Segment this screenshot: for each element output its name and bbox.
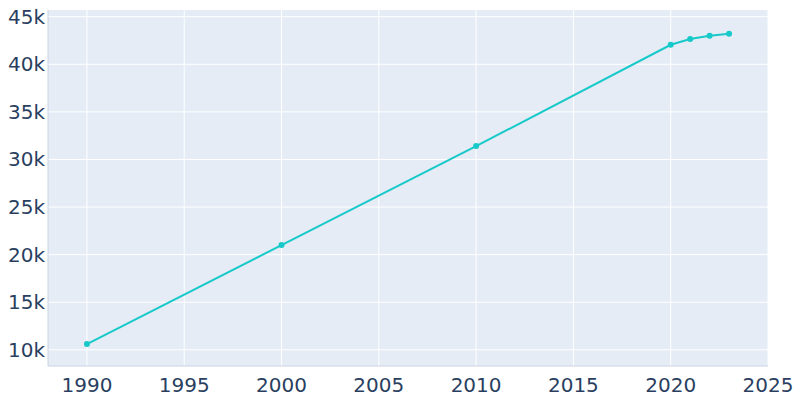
data-point <box>707 33 713 39</box>
y-tick-label: 35k <box>8 100 45 124</box>
x-grid-line <box>768 10 769 366</box>
x-grid-line <box>670 10 671 366</box>
y-grid-line <box>48 207 768 208</box>
data-point <box>687 36 693 42</box>
x-tick-label: 2015 <box>548 373 599 397</box>
x-tick-label: 2000 <box>256 373 307 397</box>
x-tick-label: 2010 <box>451 373 502 397</box>
y-grid-line <box>48 111 768 112</box>
data-point <box>84 341 90 347</box>
y-grid-line <box>48 64 768 65</box>
x-grid-line <box>86 10 87 366</box>
x-grid-line <box>573 10 574 366</box>
y-grid-line <box>48 254 768 255</box>
y-grid-line <box>48 16 768 17</box>
y-grid-line <box>48 302 768 303</box>
y-grid-line <box>48 349 768 350</box>
x-tick-label: 1990 <box>61 373 112 397</box>
x-grid-line <box>281 10 282 366</box>
y-tick-label: 20k <box>8 243 45 267</box>
plot-background <box>48 10 768 366</box>
data-point <box>279 242 285 248</box>
y-tick-label: 15k <box>8 290 45 314</box>
x-tick-label: 2005 <box>353 373 404 397</box>
x-axis-line <box>48 366 768 367</box>
y-grid-line <box>48 159 768 160</box>
y-tick-label: 25k <box>8 195 45 219</box>
series-group <box>84 31 732 347</box>
x-tick-label: 2020 <box>645 373 696 397</box>
y-axis-line <box>48 10 49 366</box>
x-grid-line <box>476 10 477 366</box>
y-tick-label: 45k <box>8 5 45 29</box>
data-point <box>473 143 479 149</box>
x-grid-line <box>378 10 379 366</box>
series-line <box>87 34 729 344</box>
data-point <box>726 31 732 37</box>
x-grid-line <box>184 10 185 366</box>
x-tick-label: 1995 <box>159 373 210 397</box>
x-tick-label: 2025 <box>743 373 794 397</box>
chart-container: 1990 1995 2000 2005 2010 2015 2020 2025 10k 15k 20… <box>0 0 800 400</box>
y-tick-label: 40k <box>8 52 45 76</box>
chart-svg: 1990 1995 2000 2005 2010 2015 2020 2025 10k 15k 20… <box>0 0 800 400</box>
y-tick-label: 30k <box>8 147 45 171</box>
y-tick-label: 10k <box>8 338 45 362</box>
data-point <box>668 42 674 48</box>
